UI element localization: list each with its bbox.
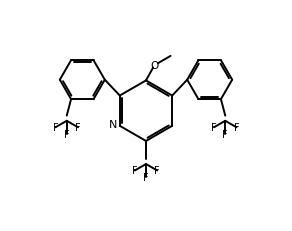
Text: F: F <box>132 166 138 176</box>
Text: F: F <box>223 129 228 139</box>
Text: O: O <box>150 60 159 70</box>
Text: F: F <box>143 172 149 182</box>
Text: F: F <box>154 166 160 176</box>
Text: F: F <box>234 123 239 133</box>
Text: F: F <box>211 123 217 133</box>
Text: F: F <box>75 123 81 133</box>
Text: F: F <box>53 123 58 133</box>
Text: N: N <box>109 120 118 130</box>
Text: F: F <box>64 129 69 139</box>
